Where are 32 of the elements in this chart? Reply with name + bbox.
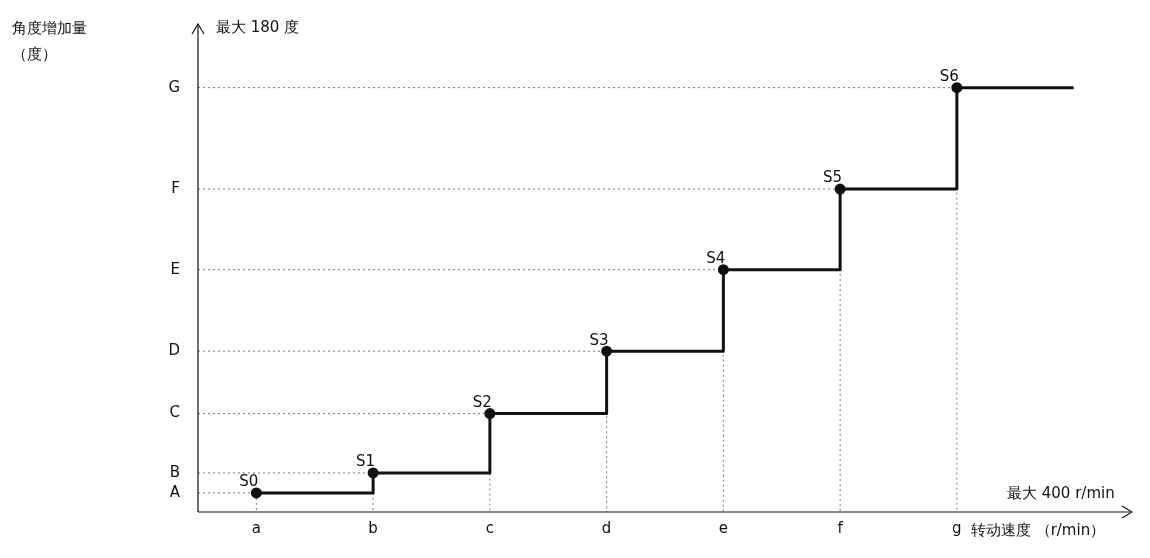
text: C xyxy=(169,403,180,422)
annotation: S4 xyxy=(706,249,726,268)
point xyxy=(717,264,729,276)
text: A xyxy=(169,482,181,501)
text: F xyxy=(171,178,180,197)
text: 角度增加量（度） xyxy=(12,19,87,64)
x-tick-label: c xyxy=(485,518,494,537)
text: E xyxy=(170,259,180,278)
x-tick-label: a xyxy=(251,518,261,537)
point xyxy=(484,408,496,420)
text: 最大 180 度 xyxy=(216,17,300,36)
annotation: S2 xyxy=(472,392,492,411)
x-tick-label: g xyxy=(952,518,962,537)
annotation: S5 xyxy=(823,168,843,187)
point xyxy=(601,345,613,357)
point xyxy=(367,467,379,479)
point xyxy=(951,82,963,94)
annotation: S3 xyxy=(589,330,609,349)
annotation: S6 xyxy=(939,67,959,86)
x-tick-label: b xyxy=(368,518,378,537)
point xyxy=(834,183,846,195)
annotation: S0 xyxy=(239,472,259,491)
annotation: S1 xyxy=(356,452,376,471)
x-tick-label: e xyxy=(718,518,728,537)
x-tick-label: d xyxy=(601,518,612,537)
text: B xyxy=(169,462,180,481)
annotation: 最大 400 r/min xyxy=(1007,484,1115,503)
text: D xyxy=(168,341,180,360)
text: G xyxy=(168,77,180,96)
x-axis-title: 转动速度 （r/min） xyxy=(970,521,1106,540)
point xyxy=(250,487,262,499)
x-tick-label: f xyxy=(837,518,844,537)
